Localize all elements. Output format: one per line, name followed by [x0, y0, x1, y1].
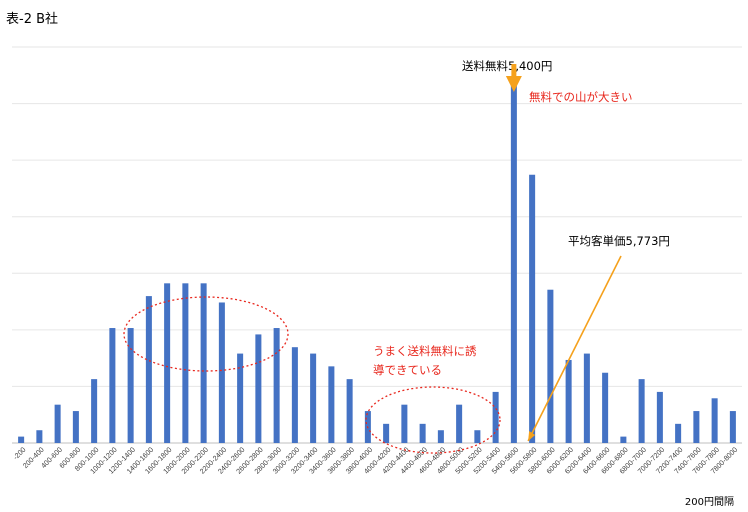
annotation-induce-line2: 導できている — [373, 363, 442, 377]
average-pointer-line — [527, 255, 622, 442]
bar-4000-4200 — [383, 423, 390, 443]
annotation-average: 平均客単価5,773円 — [568, 234, 670, 248]
bar-3400-3600 — [328, 366, 335, 443]
bar-800-1000 — [91, 379, 98, 443]
bar-1800-2000 — [182, 283, 189, 443]
bar-6400-6600 — [602, 372, 609, 443]
bar-3600-3800 — [346, 379, 353, 443]
bar-1000-1200 — [109, 328, 116, 443]
chart-title: 表-2 B社 — [6, 12, 59, 27]
bar-2200-2400 — [218, 302, 225, 443]
bar-2400-2600 — [237, 353, 244, 443]
bar-7800-8000 — [729, 411, 736, 443]
ellipse-highlight-mid — [123, 296, 289, 372]
bar-4200-4400 — [401, 404, 408, 443]
bar-5800-6000 — [547, 289, 554, 443]
bar-6800-7000 — [638, 379, 645, 443]
bar-2800-3000 — [273, 328, 280, 443]
bar-1200-1400 — [127, 328, 134, 443]
annotation-induce-line1: うまく送料無料に誘 — [373, 344, 477, 358]
bar-7400-7600 — [693, 411, 700, 443]
bar-400-600 — [54, 404, 61, 443]
bar-6000-6200 — [565, 359, 572, 443]
arrow-head — [505, 76, 522, 92]
bar-200-400 — [36, 430, 43, 443]
bar--200 — [18, 436, 25, 443]
bar-5400-5600 — [510, 78, 517, 443]
arrow-shaft — [511, 64, 517, 78]
bar-7600-7800 — [711, 398, 718, 443]
bar-6600-6800 — [620, 436, 627, 443]
bar-5000-5200 — [474, 430, 481, 443]
bar-7200-7400 — [675, 423, 682, 443]
bar-2000-2200 — [200, 283, 207, 443]
bar-5600-5800 — [529, 174, 536, 443]
annotation-free-shipping: 送料無料5,400円 — [462, 59, 552, 73]
x-unit-note: 200円間隔 — [684, 497, 734, 508]
bar-5200-5400 — [492, 391, 499, 443]
bar-2600-2800 — [255, 334, 262, 443]
bar-1600-1800 — [164, 283, 171, 443]
average-pointer-head — [528, 431, 536, 441]
bar-3200-3400 — [310, 353, 317, 443]
bar-7000-7200 — [656, 391, 663, 443]
bar-4400-4600 — [419, 423, 426, 443]
annotation-free-peak: 無料での山が大きい — [529, 90, 633, 104]
bar-4800-5000 — [456, 404, 463, 443]
ellipse-highlight-low — [365, 386, 501, 454]
bar-3000-3200 — [291, 347, 298, 443]
bar-1400-1600 — [145, 296, 152, 443]
bar-600-800 — [72, 411, 79, 443]
bar-6200-6400 — [583, 353, 590, 443]
bar-4600-4800 — [437, 430, 444, 443]
